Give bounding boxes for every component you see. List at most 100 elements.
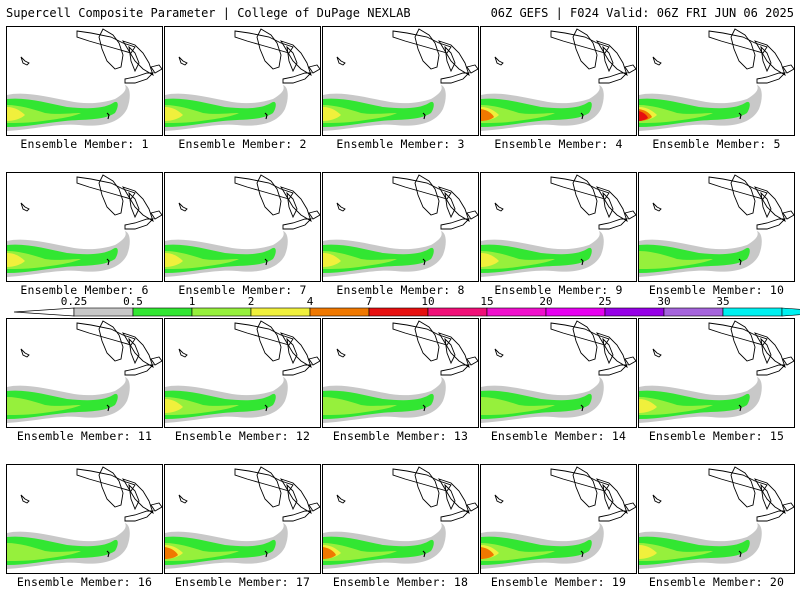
- ensemble-member-label: Ensemble Member: 18: [332, 575, 469, 589]
- scp-shading: [639, 377, 762, 423]
- colorbar-tick-label: 35: [716, 296, 729, 308]
- scp-shading: [323, 231, 446, 277]
- great-lakes-outline: [178, 174, 320, 230]
- scp-shading: [323, 85, 446, 131]
- scp-shading: [165, 231, 288, 277]
- colorbar-segment: [545, 307, 606, 317]
- ensemble-member-panel: Ensemble Member: 11: [6, 318, 163, 464]
- great-lakes-outline: [494, 320, 636, 376]
- ensemble-member-panel: Ensemble Member: 1: [6, 26, 163, 172]
- great-lakes-outline: [494, 466, 636, 522]
- great-lakes-outline: [20, 28, 162, 84]
- scp-shading: [481, 377, 604, 423]
- ensemble-map: [322, 318, 479, 428]
- colorbar-segment: [309, 307, 370, 317]
- ensemble-map: [480, 26, 637, 136]
- scp-shading: [481, 231, 604, 277]
- ensemble-member-label: Ensemble Member: 3: [336, 137, 465, 151]
- ensemble-map: [480, 172, 637, 282]
- great-lakes-outline: [494, 174, 636, 230]
- colorbar-tick-label: 0.5: [123, 296, 143, 308]
- great-lakes-outline: [652, 28, 794, 84]
- ensemble-member-label: Ensemble Member: 8: [336, 283, 465, 297]
- ensemble-member-label: Ensemble Member: 14: [490, 429, 627, 443]
- ensemble-member-panel: Ensemble Member: 9: [480, 172, 637, 318]
- scp-shading: [481, 523, 604, 569]
- ensemble-member-label: Ensemble Member: 2: [178, 137, 307, 151]
- great-lakes-outline: [336, 320, 478, 376]
- colorbar-tick-label: 15: [480, 296, 493, 308]
- ensemble-member-panel: Ensemble Member: 19: [480, 464, 637, 610]
- scp-shading: [481, 85, 604, 131]
- scp-shading: [323, 523, 446, 569]
- ensemble-member-label: Ensemble Member: 1: [20, 137, 149, 151]
- ensemble-member-panel: Ensemble Member: 16: [6, 464, 163, 610]
- colorbar-segment: [663, 307, 724, 317]
- ensemble-member-panel: Ensemble Member: 12: [164, 318, 321, 464]
- ensemble-member-panel: Ensemble Member: 18: [322, 464, 479, 610]
- colorbar-segment: [191, 307, 252, 317]
- ensemble-member-label: Ensemble Member: 11: [16, 429, 153, 443]
- ensemble-map: [6, 26, 163, 136]
- ensemble-map: [480, 464, 637, 574]
- great-lakes-outline: [20, 320, 162, 376]
- ensemble-map: [164, 172, 321, 282]
- ensemble-member-label: Ensemble Member: 19: [490, 575, 627, 589]
- ensemble-map: [6, 318, 163, 428]
- ensemble-member-panel: Ensemble Member: 5: [638, 26, 795, 172]
- ensemble-member-panel: Ensemble Member: 20: [638, 464, 795, 610]
- ensemble-member-panel: Ensemble Member: 15: [638, 318, 795, 464]
- colorbar-segment: [604, 307, 665, 317]
- colorbar-tick-label: 7: [366, 296, 373, 308]
- scp-shading: [323, 377, 446, 423]
- scp-shading: [7, 377, 130, 423]
- ensemble-member-panel: Ensemble Member: 3: [322, 26, 479, 172]
- great-lakes-outline: [20, 466, 162, 522]
- ensemble-member-panel: Ensemble Member: 10: [638, 172, 795, 318]
- great-lakes-outline: [652, 466, 794, 522]
- scp-shading: [639, 85, 762, 131]
- ensemble-member-panel: Ensemble Member: 6: [6, 172, 163, 318]
- colorbar-tick-label: 30: [657, 296, 670, 308]
- ensemble-map: [638, 26, 795, 136]
- ensemble-map: [164, 318, 321, 428]
- great-lakes-outline: [178, 320, 320, 376]
- colorbar-tick-label: 20: [539, 296, 552, 308]
- ensemble-member-label: Ensemble Member: 20: [648, 575, 785, 589]
- colorbar-tick-label: 2: [248, 296, 255, 308]
- great-lakes-outline: [652, 174, 794, 230]
- ensemble-member-label: Ensemble Member: 4: [494, 137, 623, 151]
- scp-shading: [165, 523, 288, 569]
- scp-shading: [7, 85, 130, 131]
- colorbar-segment: [427, 307, 488, 317]
- great-lakes-outline: [652, 320, 794, 376]
- colorbar-tick-label: 1: [189, 296, 196, 308]
- ensemble-map: [322, 464, 479, 574]
- colorbar-segment: [486, 307, 547, 317]
- ensemble-member-label: Ensemble Member: 13: [332, 429, 469, 443]
- great-lakes-outline: [20, 174, 162, 230]
- great-lakes-outline: [336, 28, 478, 84]
- ensemble-member-label: Ensemble Member: 15: [648, 429, 785, 443]
- ensemble-member-label: Ensemble Member: 7: [178, 283, 307, 297]
- ensemble-member-label: Ensemble Member: 17: [174, 575, 311, 589]
- colorbar-tick-label: 0.25: [61, 296, 88, 308]
- map-title: Supercell Composite Parameter | College …: [6, 6, 411, 20]
- great-lakes-outline: [336, 466, 478, 522]
- colorbar-end-arrow: [781, 307, 800, 317]
- colorbar-segment: [250, 307, 311, 317]
- ensemble-member-label: Ensemble Member: 10: [648, 283, 785, 297]
- ensemble-map: [638, 172, 795, 282]
- ensemble-map: [480, 318, 637, 428]
- colorbar-segment: [722, 307, 783, 317]
- great-lakes-outline: [494, 28, 636, 84]
- colorbar-tick-label: 25: [598, 296, 611, 308]
- ensemble-member-panel: Ensemble Member: 2: [164, 26, 321, 172]
- ensemble-map: [322, 172, 479, 282]
- scp-shading: [7, 523, 130, 569]
- ensemble-member-label: Ensemble Member: 12: [174, 429, 311, 443]
- ensemble-map: [164, 464, 321, 574]
- colorbar-legend: 0.25 0.5 1 2 4 7 10 15 20 25 30 35: [13, 296, 800, 317]
- scp-shading: [165, 377, 288, 423]
- run-info: 06Z GEFS | F024 Valid: 06Z FRI JUN 06 20…: [490, 6, 794, 20]
